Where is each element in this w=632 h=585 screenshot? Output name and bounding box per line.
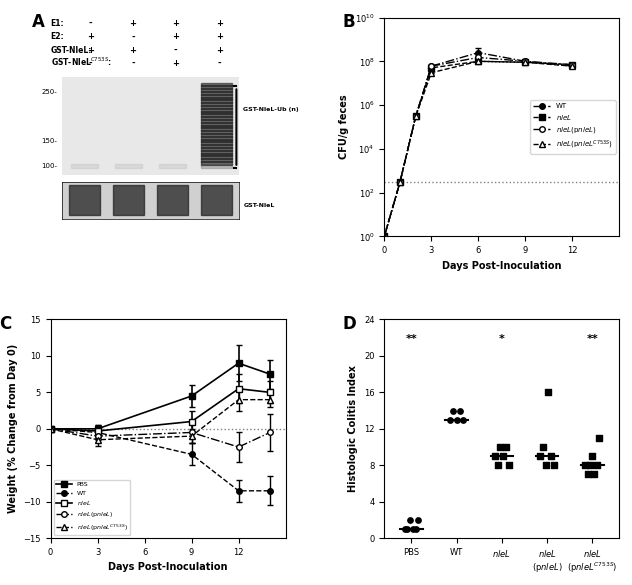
Legend: WT, $nleL$, $nleL$(p$nleL$), $nleL$(p$nleL^{C753S}$): WT, $nleL$, $nleL$(p$nleL$), $nleL$(p$nl… xyxy=(530,100,616,154)
Point xyxy=(538,442,548,452)
Point xyxy=(594,433,604,443)
Point xyxy=(498,452,508,461)
Point xyxy=(403,524,413,534)
Text: +: + xyxy=(172,32,179,42)
Text: C: C xyxy=(0,315,11,333)
Text: +: + xyxy=(87,46,94,54)
Point xyxy=(587,452,597,461)
Point xyxy=(535,452,545,461)
Point xyxy=(540,460,550,470)
Text: **: ** xyxy=(406,334,417,344)
Y-axis label: Histologic Colitis Index: Histologic Colitis Index xyxy=(348,366,358,492)
Text: -: - xyxy=(173,46,177,54)
Text: D: D xyxy=(342,315,356,333)
Point xyxy=(413,515,423,525)
Point xyxy=(495,442,506,452)
X-axis label: Days Post-Inoculation: Days Post-Inoculation xyxy=(108,563,228,573)
Point xyxy=(501,442,511,452)
Text: A: A xyxy=(32,13,45,31)
Legend: PBS, WT, $nleL$, $nleL$(p$nleL$), $nleL$(p$nleL^{C753S}$): PBS, WT, $nleL$, $nleL$(p$nleL$), $nleL$… xyxy=(54,480,130,535)
Text: GST-NleL-Ub (n): GST-NleL-Ub (n) xyxy=(243,107,299,112)
Point xyxy=(448,406,458,415)
Text: +: + xyxy=(216,19,223,28)
X-axis label: Days Post-Inoculation: Days Post-Inoculation xyxy=(442,260,562,271)
Point xyxy=(458,415,468,424)
Text: B: B xyxy=(342,13,355,31)
Text: -: - xyxy=(131,32,135,42)
Text: +: + xyxy=(87,32,94,42)
Text: GST-NleL:: GST-NleL: xyxy=(51,46,92,54)
Point xyxy=(585,460,595,470)
Point xyxy=(592,460,602,470)
Text: *: * xyxy=(499,334,505,344)
Point xyxy=(490,452,500,461)
Point xyxy=(405,515,415,525)
Text: GST-NleL: GST-NleL xyxy=(243,203,275,208)
Text: +: + xyxy=(172,19,179,28)
Text: -: - xyxy=(131,58,135,68)
Point xyxy=(410,524,420,534)
Point xyxy=(455,406,465,415)
Text: -: - xyxy=(88,58,92,68)
Point xyxy=(549,460,559,470)
Text: GST-NleL$^{C753S}$:: GST-NleL$^{C753S}$: xyxy=(51,55,112,68)
Text: +: + xyxy=(130,46,137,54)
Text: +: + xyxy=(130,19,137,28)
Point xyxy=(546,452,556,461)
Point xyxy=(452,415,462,424)
Point xyxy=(544,388,554,397)
Point xyxy=(590,470,600,479)
Text: +: + xyxy=(172,58,179,68)
Text: +: + xyxy=(216,32,223,42)
Point xyxy=(399,524,410,534)
Text: **: ** xyxy=(586,334,598,344)
Y-axis label: CFU/g feces: CFU/g feces xyxy=(339,95,349,159)
Y-axis label: Weight (% Change from Day 0): Weight (% Change from Day 0) xyxy=(8,344,18,514)
Point xyxy=(583,470,593,479)
Text: -: - xyxy=(88,19,92,28)
Point xyxy=(493,460,503,470)
Point xyxy=(580,460,590,470)
Point xyxy=(504,460,514,470)
Text: -: - xyxy=(218,58,222,68)
Text: E1:: E1: xyxy=(51,19,64,28)
Point xyxy=(445,415,455,424)
Text: E2:: E2: xyxy=(51,32,64,42)
Point xyxy=(408,524,418,534)
Text: +: + xyxy=(216,46,223,54)
